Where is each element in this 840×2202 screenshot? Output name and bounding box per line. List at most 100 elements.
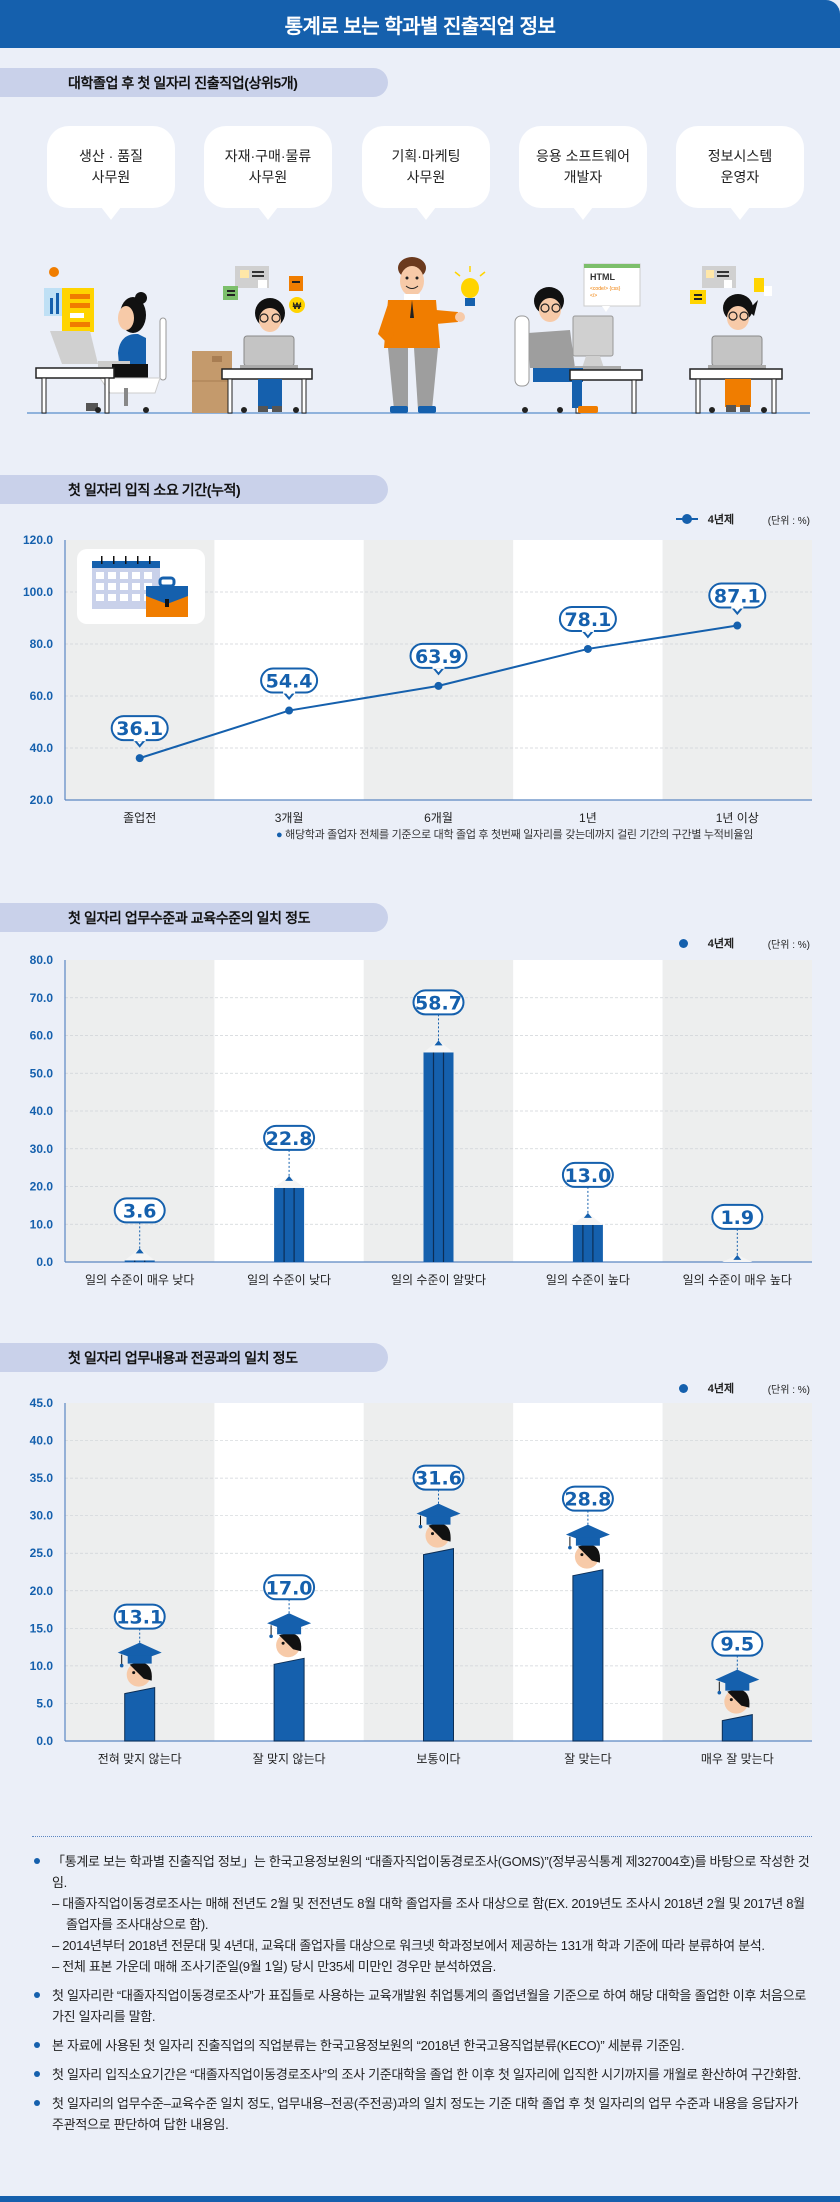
graduate-bar: [267, 1613, 312, 1742]
graduate-bar: [416, 1503, 461, 1742]
legend-label: 4년제: [707, 938, 735, 950]
graduate-bar: [117, 1642, 162, 1742]
section-title-chart3: 첫 일자리 업무내용과 전공과의 일치 정도: [0, 1343, 388, 1372]
job-bubble-1: 생산 · 품질 사무원: [47, 126, 175, 220]
y-tick-label: 40.0: [30, 741, 54, 755]
svg-text:<code/> {css}: <code/> {css}: [590, 286, 621, 292]
svg-text:78.1: 78.1: [564, 609, 611, 631]
x-tick-label: 6개월: [424, 811, 453, 825]
chart3-legend: 4년제 (단위 : %): [678, 1380, 810, 1396]
chart2-legend: 4년제 (단위 : %): [678, 935, 810, 951]
x-tick-label: 일의 수준이 매우 높다: [683, 1273, 792, 1287]
worker-1-illustration: [35, 267, 167, 414]
chart1-line-chart: 120.0 100.0 80.0 60.0 40.0 20.0 졸업전 3개월 6개월 1년 1년 …: [0, 525, 840, 855]
data-label: 13.0: [561, 1161, 614, 1188]
data-label: 28.8: [561, 1485, 614, 1512]
svg-text:1.9: 1.9: [720, 1207, 754, 1229]
section-title-chart2: 첫 일자리 업무수준과 교육수준의 일치 정도: [0, 903, 388, 932]
data-label: 58.7: [412, 989, 465, 1016]
y-tick-label: 80.0: [30, 953, 54, 967]
y-tick-label: 0.0: [36, 1734, 53, 1748]
calendar-briefcase-icon: [77, 549, 205, 624]
svg-text:28.8: 28.8: [564, 1489, 611, 1511]
x-tick-label: 1년: [579, 811, 597, 825]
data-label: 54.4: [260, 667, 319, 694]
category-band: [662, 540, 812, 800]
svg-text:36.1: 36.1: [116, 718, 163, 740]
data-label: 87.1: [708, 582, 767, 609]
legend-dot-icon: [678, 1383, 688, 1393]
data-label: 78.1: [558, 605, 617, 632]
worker-3-illustration: [378, 257, 486, 413]
data-label: 31.6: [412, 1464, 465, 1491]
legend-line-marker-icon: [675, 514, 698, 524]
note-sub-3: – 전체 표본 가운데 매해 조사기준일(9월 1일) 당시 만35세 미만인 …: [52, 1959, 496, 1974]
y-tick-label: 40.0: [30, 1434, 54, 1448]
unit-label: (단위 : %): [767, 939, 810, 951]
y-tick-label: 45.0: [30, 1396, 54, 1410]
data-label: 13.1: [113, 1603, 166, 1630]
x-tick-label: 매우 잘 맞는다: [701, 1752, 774, 1766]
y-tick-label: 15.0: [30, 1621, 54, 1635]
legend-dot-icon: [678, 938, 688, 948]
job-bubble-5: 정보시스템 운영자: [676, 126, 804, 220]
chart2-bar-chart: 80.0 70.0 60.0 50.0 40.0 30.0 20.0 10.0 0.0 일의 수준…: [0, 950, 840, 1290]
y-tick-label: 50.0: [30, 1066, 54, 1080]
y-tick-label: 40.0: [30, 1104, 54, 1118]
data-label: 1.9: [711, 1203, 764, 1230]
x-tick-label: 일의 수준이 낮다: [247, 1273, 331, 1287]
notes-divider: [32, 1836, 812, 1837]
y-tick-label: 30.0: [30, 1509, 54, 1523]
y-tick-label: 5.0: [36, 1696, 53, 1710]
category-band: [513, 540, 663, 800]
y-tick-label: 70.0: [30, 991, 54, 1005]
x-tick-label: 졸업전: [123, 811, 156, 825]
y-tick-label: 10.0: [30, 1217, 54, 1231]
note-item-2: 첫 일자리란 “대졸자직업이동경로조사”가 표집틀로 사용하는 교육개발원 취업…: [32, 1985, 812, 2027]
y-tick-label: 30.0: [30, 1142, 54, 1156]
unit-label: (단위 : %): [767, 1384, 810, 1396]
graduate-bar: [715, 1669, 760, 1742]
data-label: 63.9: [409, 642, 468, 669]
chart3-bar-chart: 45.0 40.0 35.0 30.0 25.0 20.0 15.0 10.0 5.0 0.0 전혀…: [0, 1390, 840, 1780]
data-point: [733, 621, 742, 630]
y-tick-label: 60.0: [30, 1029, 54, 1043]
worker-2-illustration: ₩: [192, 266, 313, 414]
pencil-bar: [572, 1212, 603, 1262]
svg-text:3.6: 3.6: [123, 1200, 157, 1222]
x-tick-label: 일의 수준이 매우 낮다: [85, 1273, 194, 1287]
data-label: 36.1: [110, 715, 169, 742]
svg-text:22.8: 22.8: [266, 1128, 313, 1150]
data-label: 9.5: [711, 1630, 764, 1657]
pencil-bar: [423, 1040, 454, 1262]
x-tick-label: 보통이다: [416, 1752, 460, 1766]
data-label: 3.6: [113, 1197, 166, 1224]
x-tick-label: 잘 맞지 않는다: [253, 1752, 326, 1766]
footer-bar: [0, 2196, 840, 2202]
note-item-5: 첫 일자리의 업무수준–교육수준 일치 정도, 업무내용–전공(주전공)과의 일…: [32, 2093, 812, 2135]
worker-5-illustration: [689, 266, 783, 414]
note-item-4: 첫 일자리 입직소요기간은 “대졸자직업이동경로조사”의 조사 기준대학을 졸업…: [32, 2064, 812, 2085]
svg-text:</>: </>: [590, 293, 597, 299]
graduate-bar: [565, 1524, 610, 1742]
job-bubble-3: 기획·마케팅 사무원: [362, 126, 490, 220]
x-tick-label: 잘 맞는다: [564, 1752, 612, 1766]
data-point: [434, 681, 443, 690]
x-tick-label: 1년 이상: [716, 811, 759, 825]
x-tick-label: 일의 수준이 높다: [546, 1273, 630, 1287]
svg-text:63.9: 63.9: [415, 646, 462, 668]
footnote-text: 해당학과 졸업자 전체를 기준으로 대학 졸업 후 첫번째 일자리를 갖는데까지…: [285, 829, 754, 841]
svg-text:₩: ₩: [293, 301, 302, 311]
y-tick-label: 0.0: [36, 1255, 53, 1269]
workers-illustration: ₩: [0, 238, 840, 416]
chart1-footnote: ● 해당학과 졸업자 전체를 기준으로 대학 졸업 후 첫번째 일자리를 갖는데…: [276, 826, 753, 842]
svg-text:54.4: 54.4: [266, 671, 313, 693]
data-point: [135, 754, 144, 763]
svg-text:17.0: 17.0: [266, 1577, 313, 1599]
svg-text:HTML: HTML: [590, 272, 615, 282]
worker-4-illustration: HTML <code/> {css} </>: [514, 263, 643, 414]
section-title-top-jobs: 대학졸업 후 첫 일자리 진출직업(상위5개): [0, 68, 388, 97]
page-header: 통계로 보는 학과별 진출직업 정보: [0, 0, 840, 48]
x-tick-label: 3개월: [275, 811, 304, 825]
data-label: 17.0: [263, 1574, 316, 1601]
